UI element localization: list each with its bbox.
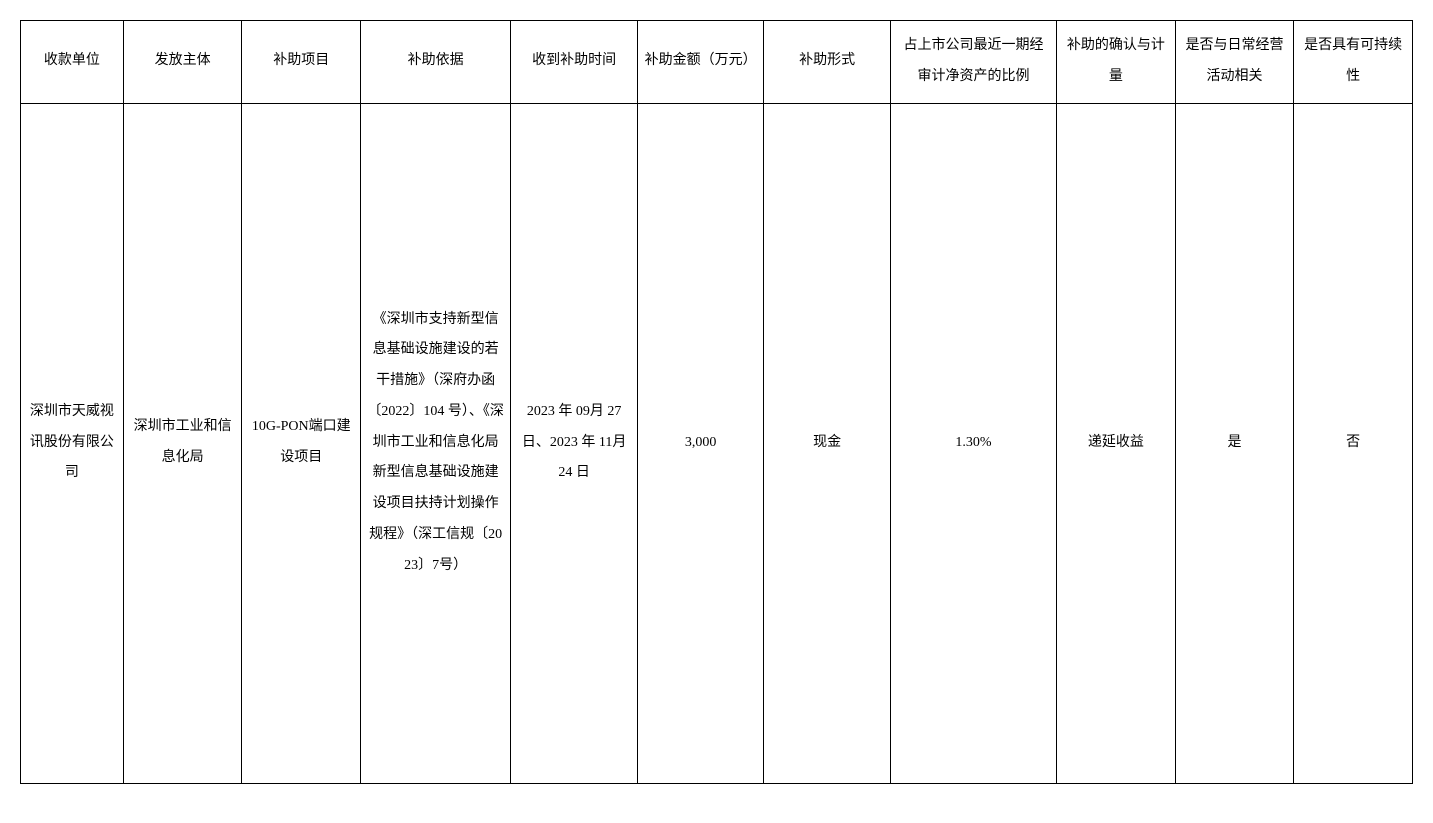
- cell-recognition: 递延收益: [1057, 103, 1176, 783]
- subsidy-table: 收款单位 发放主体 补助项目 补助依据 收到补助时间 补助金额（万元） 补助形式…: [20, 20, 1413, 784]
- cell-daily-related: 是: [1175, 103, 1294, 783]
- cell-project: 10G-PON端口建设项目: [242, 103, 361, 783]
- col-header-basis: 补助依据: [361, 21, 511, 104]
- cell-amount: 3,000: [637, 103, 764, 783]
- cell-form: 现金: [764, 103, 891, 783]
- col-header-recognition: 补助的确认与计量: [1057, 21, 1176, 104]
- col-header-recipient: 收款单位: [21, 21, 124, 104]
- table-row: 深圳市天威视讯股份有限公司 深圳市工业和信息化局 10G-PON端口建设项目 《…: [21, 103, 1413, 783]
- subsidy-table-container: 收款单位 发放主体 补助项目 补助依据 收到补助时间 补助金额（万元） 补助形式…: [20, 20, 1413, 784]
- cell-basis: 《深圳市支持新型信息基础设施建设的若干措施》（深府办函〔2022〕104 号）、…: [361, 103, 511, 783]
- col-header-daily-related: 是否与日常经营活动相关: [1175, 21, 1294, 104]
- cell-issuer: 深圳市工业和信息化局: [123, 103, 242, 783]
- cell-receive-date: 2023 年 09月 27 日、2023 年 11月 24 日: [511, 103, 638, 783]
- cell-sustainable: 否: [1294, 103, 1413, 783]
- cell-ratio: 1.30%: [890, 103, 1056, 783]
- cell-recipient: 深圳市天威视讯股份有限公司: [21, 103, 124, 783]
- col-header-project: 补助项目: [242, 21, 361, 104]
- col-header-amount: 补助金额（万元）: [637, 21, 764, 104]
- col-header-issuer: 发放主体: [123, 21, 242, 104]
- col-header-sustainable: 是否具有可持续性: [1294, 21, 1413, 104]
- col-header-form: 补助形式: [764, 21, 891, 104]
- col-header-receive-date: 收到补助时间: [511, 21, 638, 104]
- col-header-ratio: 占上市公司最近一期经审计净资产的比例: [890, 21, 1056, 104]
- table-header-row: 收款单位 发放主体 补助项目 补助依据 收到补助时间 补助金额（万元） 补助形式…: [21, 21, 1413, 104]
